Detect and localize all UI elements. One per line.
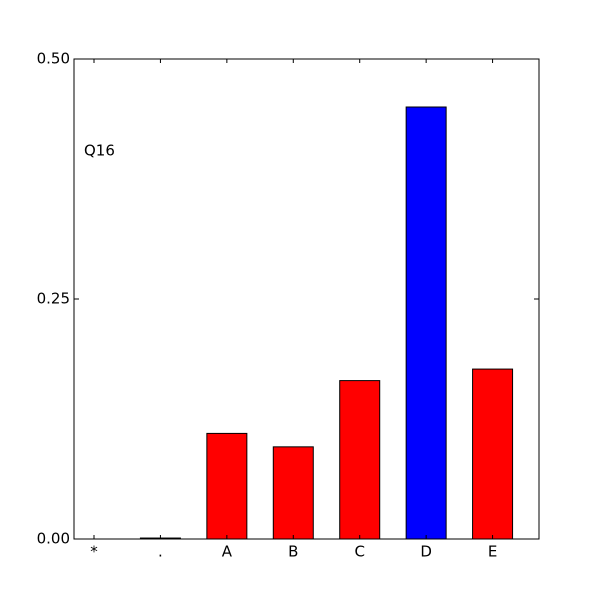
bar bbox=[405, 106, 447, 540]
x-tick-label: E bbox=[488, 543, 497, 561]
y-tick-label: 0.25 bbox=[37, 290, 70, 308]
y-tick-label: 0.50 bbox=[37, 50, 70, 68]
y-tick-label: 0.00 bbox=[37, 530, 70, 548]
x-tick-label: D bbox=[420, 543, 432, 561]
x-tick-label: . bbox=[158, 543, 163, 561]
annotation: Q16 bbox=[84, 142, 115, 160]
bar bbox=[272, 446, 314, 540]
plot-frame bbox=[73, 58, 540, 540]
x-tick-label: B bbox=[288, 543, 298, 561]
bar bbox=[472, 368, 514, 540]
x-tick-label: A bbox=[222, 543, 233, 561]
x-tick-label: C bbox=[354, 543, 364, 561]
bar bbox=[339, 380, 381, 540]
x-tick-label: * bbox=[90, 543, 98, 561]
bar bbox=[206, 432, 248, 540]
